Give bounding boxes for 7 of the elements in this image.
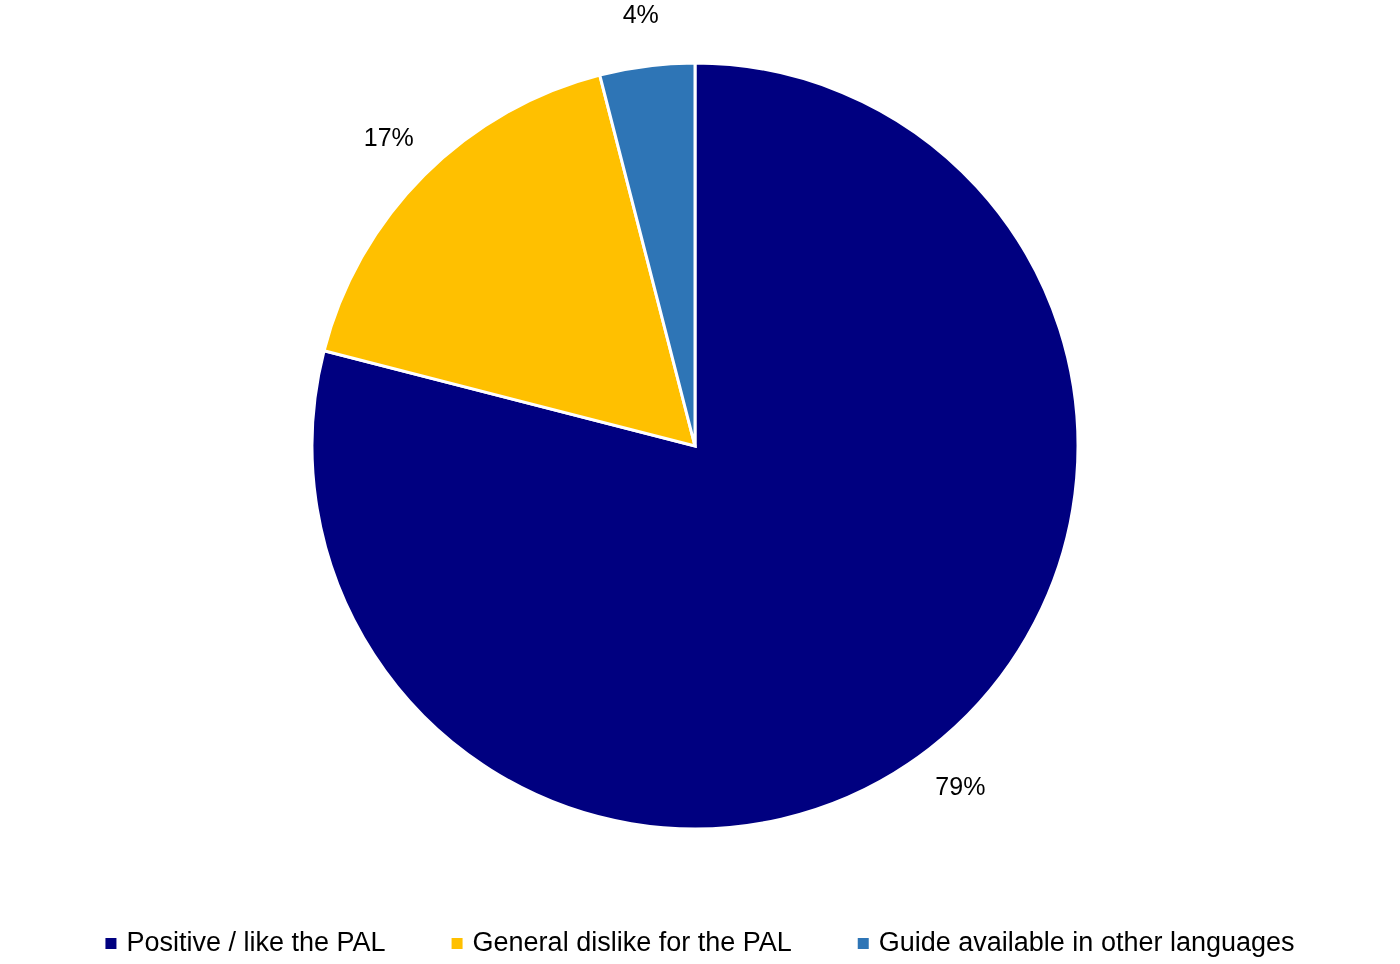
legend-label: Positive / like the PAL (126, 927, 386, 958)
data-label: 4% (622, 0, 659, 29)
data-label: 17% (363, 123, 414, 152)
legend-label: General dislike for the PAL (472, 927, 792, 958)
legend-label: Guide available in other languages (878, 927, 1295, 958)
data-label: 79% (935, 771, 986, 800)
pie-slice (310, 61, 1080, 831)
